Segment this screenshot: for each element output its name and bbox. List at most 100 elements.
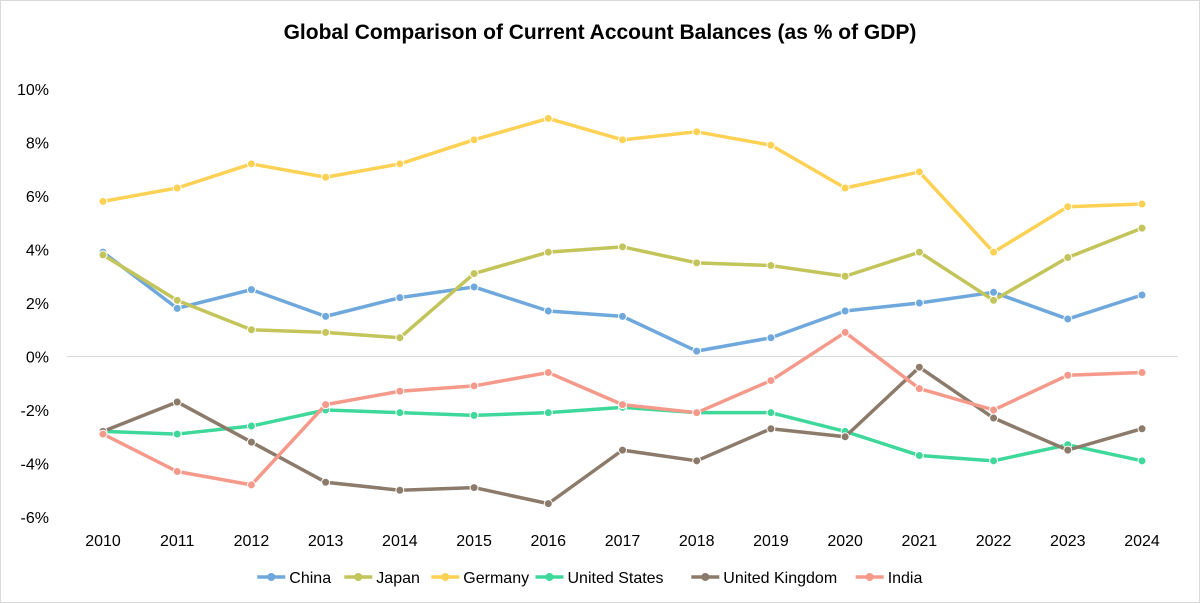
- data-point-india: [989, 405, 999, 415]
- data-point-china: [172, 303, 182, 313]
- data-point-germany: [98, 196, 108, 206]
- data-point-united-kingdom: [989, 413, 999, 423]
- data-point-india: [98, 429, 108, 439]
- data-point-india: [766, 376, 776, 386]
- legend-item-china: China: [257, 570, 331, 587]
- x-tick-label: 2021: [902, 533, 938, 550]
- y-tick-label: 10%: [17, 82, 49, 99]
- data-point-united-states: [989, 456, 999, 466]
- data-point-united-states: [543, 408, 553, 418]
- data-point-germany: [914, 167, 924, 177]
- data-point-japan: [914, 247, 924, 257]
- data-point-china: [914, 298, 924, 308]
- data-point-japan: [98, 250, 108, 260]
- data-point-united-states: [766, 408, 776, 418]
- legend-swatch-marker: [267, 573, 276, 581]
- data-point-japan: [692, 258, 702, 268]
- x-tick-label: 2015: [456, 533, 492, 550]
- data-point-india: [172, 467, 182, 477]
- data-point-china: [989, 287, 999, 297]
- data-point-united-kingdom: [692, 456, 702, 466]
- x-tick-label: 2014: [382, 533, 418, 550]
- legend-label: United States: [568, 570, 664, 587]
- data-point-united-states: [1137, 456, 1147, 466]
- y-tick-label: 0%: [26, 350, 49, 367]
- legend-item-united-states: United States: [535, 570, 664, 587]
- data-point-india: [469, 381, 479, 391]
- data-point-china: [1137, 290, 1147, 300]
- data-point-united-kingdom: [172, 397, 182, 407]
- data-point-united-states: [469, 410, 479, 420]
- data-point-united-kingdom: [914, 362, 924, 372]
- data-point-china: [395, 293, 405, 303]
- data-point-japan: [840, 271, 850, 281]
- data-point-india: [1137, 368, 1147, 378]
- data-point-china: [1063, 314, 1073, 324]
- data-point-china: [618, 311, 627, 321]
- data-point-germany: [395, 159, 405, 169]
- data-point-united-kingdom: [395, 485, 405, 495]
- legend-label: China: [289, 570, 331, 587]
- data-point-united-states: [395, 408, 405, 418]
- data-point-japan: [395, 333, 405, 343]
- data-point-japan: [321, 327, 331, 337]
- x-tick-label: 2019: [753, 533, 789, 550]
- x-tick-label: 2024: [1124, 533, 1160, 550]
- data-point-japan: [469, 269, 479, 279]
- data-point-united-kingdom: [321, 477, 331, 487]
- data-point-germany: [840, 183, 850, 193]
- data-point-germany: [321, 172, 331, 182]
- data-point-japan: [172, 295, 182, 305]
- y-tick-label: 8%: [26, 136, 49, 153]
- x-tick-label: 2010: [85, 533, 121, 550]
- legend-swatch-marker: [354, 573, 363, 581]
- y-tick-label: 4%: [26, 243, 49, 260]
- data-point-united-states: [914, 450, 924, 460]
- series-line-united-kingdom: [101, 365, 1144, 506]
- data-point-united-kingdom: [618, 445, 627, 455]
- y-tick-label: 6%: [26, 189, 49, 206]
- data-point-united-states: [246, 421, 256, 431]
- data-point-germany: [246, 159, 256, 169]
- data-point-germany: [989, 247, 999, 257]
- series-japan: [98, 223, 1147, 343]
- data-point-japan: [618, 242, 627, 252]
- legend-item-india: India: [855, 570, 923, 587]
- data-point-united-kingdom: [543, 499, 553, 509]
- data-point-india: [840, 327, 850, 337]
- x-tick-label: 2020: [827, 533, 863, 550]
- data-point-china: [543, 306, 553, 316]
- y-tick-label: -6%: [21, 510, 49, 527]
- data-point-china: [840, 306, 850, 316]
- data-point-japan: [989, 295, 999, 305]
- data-point-japan: [766, 261, 776, 271]
- data-point-united-kingdom: [469, 483, 479, 493]
- data-point-japan: [1063, 253, 1073, 263]
- data-point-united-kingdom: [766, 424, 776, 434]
- series-group: [98, 113, 1147, 509]
- data-point-germany: [172, 183, 182, 193]
- x-tick-label: 2016: [530, 533, 566, 550]
- data-point-united-kingdom: [1063, 445, 1073, 455]
- legend-label: Germany: [463, 570, 529, 587]
- data-point-germany: [1063, 202, 1073, 212]
- chart-title: Global Comparison of Current Account Bal…: [284, 21, 917, 44]
- y-axis: 10% 8% 6% 4% 2% 0% -2% -4% -6%: [17, 82, 49, 527]
- data-point-germany: [469, 135, 479, 145]
- legend: China Japan Germany United States United Kin…: [257, 570, 922, 587]
- data-point-germany: [766, 140, 776, 150]
- data-point-india: [395, 386, 405, 396]
- series-united-states: [98, 402, 1147, 466]
- legend-label: India: [888, 570, 923, 587]
- series-china: [98, 247, 1147, 356]
- legend-item-germany: Germany: [431, 570, 529, 587]
- data-point-united-kingdom: [840, 432, 850, 442]
- x-tick-label: 2013: [308, 533, 344, 550]
- data-point-india: [321, 400, 331, 410]
- x-axis: 2010 2011 2012 2013 2014 2015 2016 2017 2018 2019…: [85, 533, 1160, 550]
- series-germany: [98, 113, 1147, 257]
- x-tick-label: 2017: [605, 533, 641, 550]
- data-point-united-kingdom: [246, 437, 256, 447]
- series-united-kingdom: [98, 362, 1147, 509]
